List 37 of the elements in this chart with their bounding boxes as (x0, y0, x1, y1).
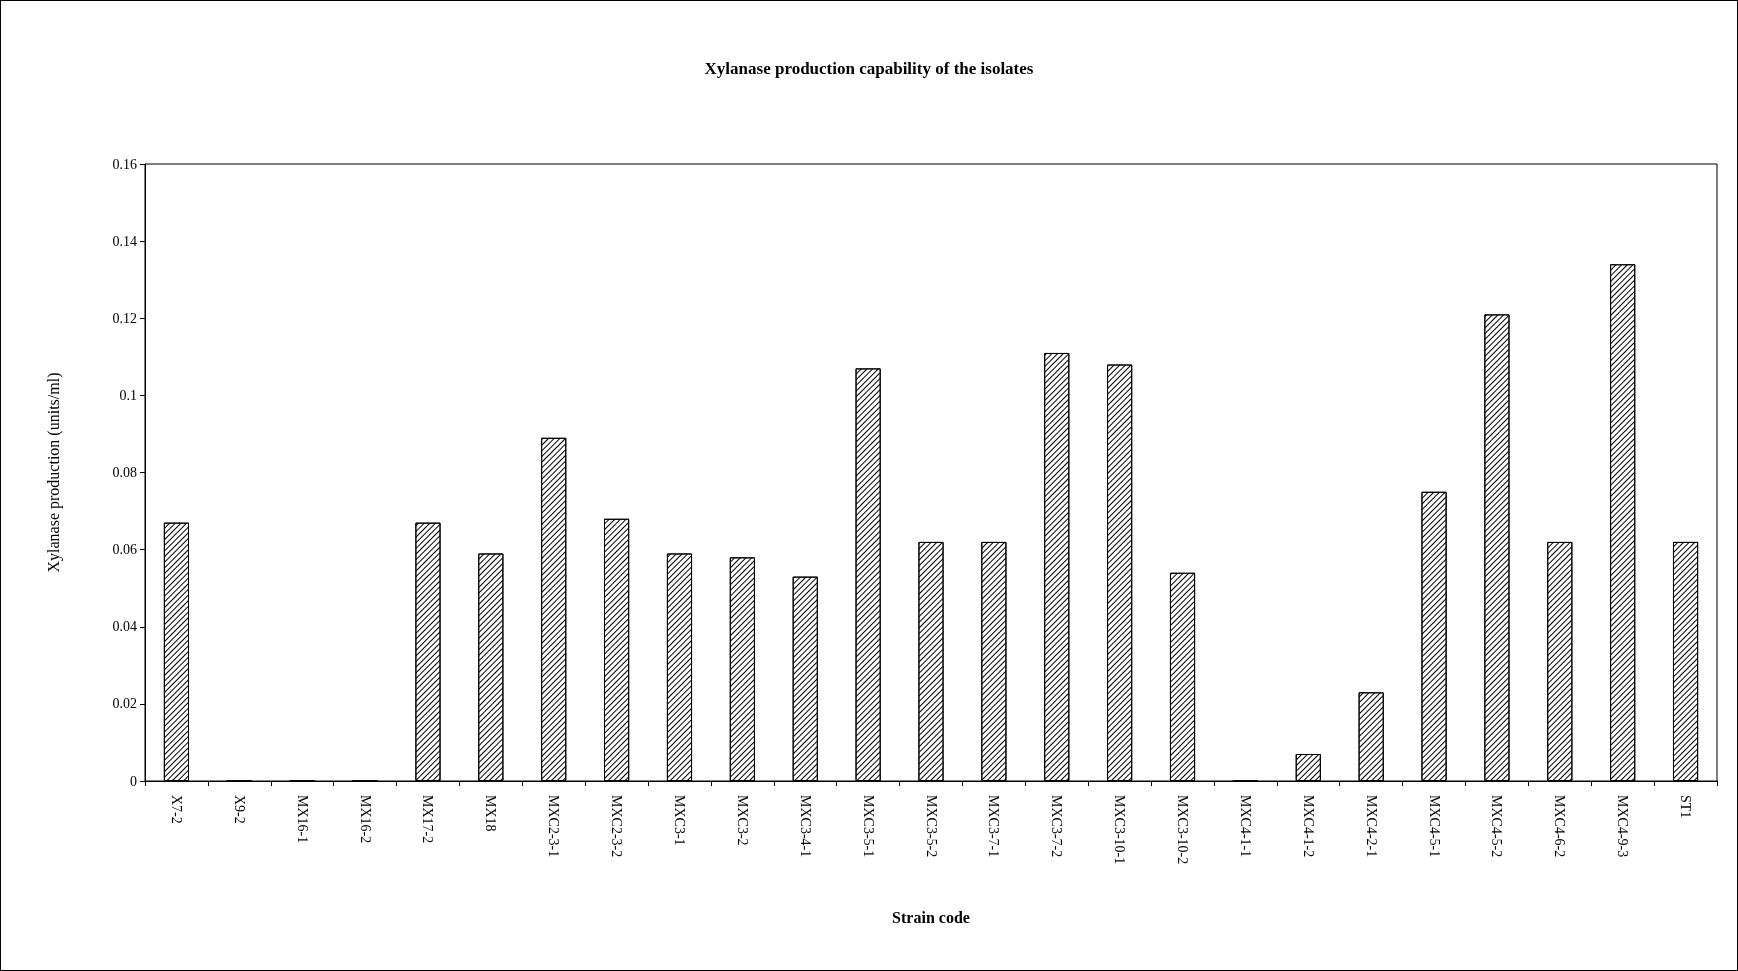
x-tick-label: MXC3-2 (734, 795, 750, 846)
x-tick-label: MXC3-7-2 (1049, 795, 1065, 858)
x-tick-label: MXC4-1-2 (1300, 795, 1316, 858)
x-tick-label: MX16-2 (357, 795, 373, 844)
x-tick-label: MXC3-5-1 (860, 795, 876, 858)
x-tick-label: MX16-1 (294, 795, 310, 844)
x-tick-label: MXC2-3-1 (546, 795, 562, 858)
chart-title: Xylanase production capability of the isolates (704, 59, 1034, 78)
x-tick-label: MXC4-1-1 (1237, 795, 1253, 858)
x-tick-label: MX18 (483, 795, 499, 832)
y-tick-label: 0 (130, 773, 137, 789)
x-tick-label: ST1 (1678, 795, 1694, 819)
y-tick-label: 0.04 (112, 619, 137, 635)
x-tick-label: MXC4-5-2 (1489, 795, 1505, 858)
x-tick-label: MXC4-6-2 (1552, 795, 1568, 858)
y-axis-title: Xylanase production (units/ml) (44, 372, 63, 573)
x-tick-label: MX17-2 (420, 795, 436, 844)
x-tick-label: MXC2-3-2 (609, 795, 625, 858)
x-tick-label: MXC3-5-2 (923, 795, 939, 858)
x-tick-label: MXC4-2-1 (1363, 795, 1379, 858)
x-tick-label: MXC3-10-1 (1112, 795, 1128, 865)
x-tick-label: MXC4-5-1 (1426, 795, 1442, 858)
y-tick-label: 0.12 (112, 310, 137, 326)
x-tick-label: MXC3-1 (671, 795, 687, 846)
x-tick-label: MXC4-9-3 (1615, 795, 1631, 858)
y-tick-label: 0.14 (112, 233, 137, 249)
y-tick-label: 0.08 (112, 465, 137, 480)
y-tick-label: 0.02 (112, 696, 137, 712)
x-axis-title: Strain code (892, 908, 970, 926)
x-tick-label: MXC3-7-1 (986, 795, 1002, 858)
x-tick-label: X7-2 (168, 795, 184, 824)
y-tick-label: 0.06 (112, 542, 137, 558)
y-tick-label: 0.16 (112, 156, 137, 172)
x-tick-label: X9-2 (231, 795, 247, 824)
y-tick-label: 0.1 (119, 387, 137, 403)
x-tick-label: MXC3-4-1 (797, 795, 813, 858)
x-tick-label: MXC3-10-2 (1175, 795, 1191, 865)
